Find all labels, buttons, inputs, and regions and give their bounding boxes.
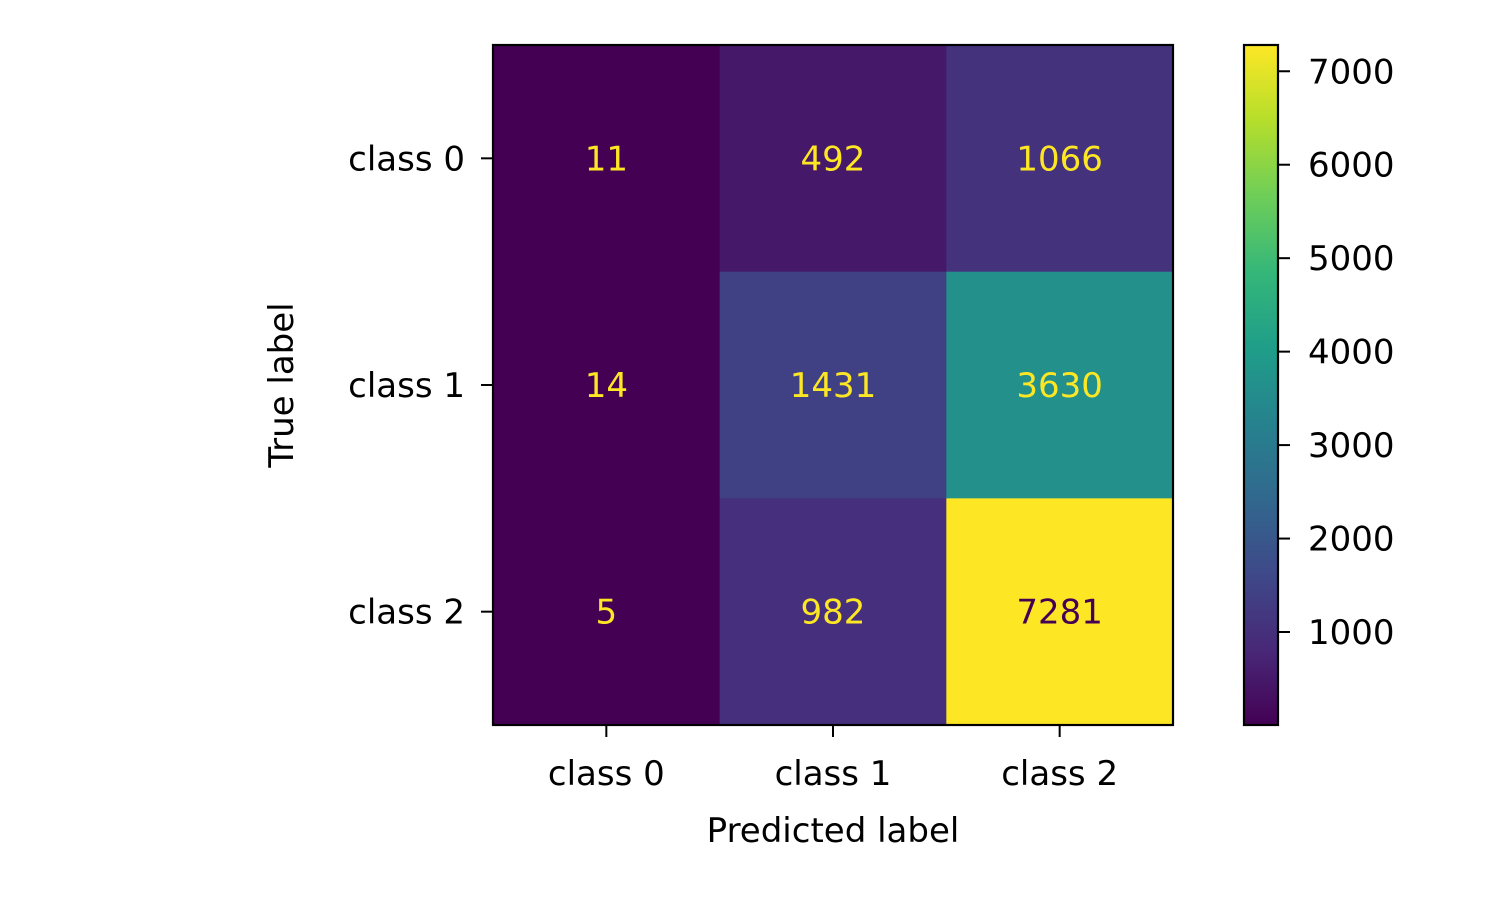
- colorbar-frame: [1242, 43, 1280, 727]
- x-tick-label: class 0: [548, 754, 665, 794]
- cell-value-label: 1431: [790, 366, 877, 406]
- colorbar-axis: 1000 2000 3000 4000 5000 6000 7000: [1278, 52, 1395, 653]
- y-axis: class 0 class 1 class 2: [348, 139, 493, 633]
- y-tick-label: class 0: [348, 139, 465, 179]
- colorbar-tick-label: 1000: [1308, 613, 1395, 653]
- y-tick-label: class 2: [348, 593, 465, 633]
- x-axis: class 0 class 1 class 2: [548, 725, 1118, 794]
- heatmap-cell: [946, 498, 1174, 726]
- colorbar-tick-label: 5000: [1308, 239, 1395, 279]
- x-tick-label: class 1: [775, 754, 892, 794]
- heatmap-cell: [493, 271, 721, 499]
- cell-value-label: 492: [801, 139, 866, 179]
- cell-value-label: 5: [596, 593, 618, 633]
- x-axis-label: Predicted label: [707, 811, 960, 851]
- cell-value-label: 1066: [1016, 139, 1103, 179]
- cell-value-label: 982: [801, 593, 866, 633]
- y-tick-label: class 1: [348, 366, 465, 406]
- y-axis-label: True label: [262, 302, 302, 468]
- colorbar-tick-label: 4000: [1308, 333, 1395, 373]
- heatmap-cell: [719, 498, 947, 726]
- heatmap-cell: [493, 498, 721, 726]
- cell-value-label: 11: [585, 139, 628, 179]
- colorbar-tick-label: 6000: [1308, 146, 1395, 186]
- heatmap-cell: [946, 271, 1174, 499]
- colorbar-tick-label: 7000: [1308, 52, 1395, 92]
- heatmap-cell: [946, 45, 1174, 273]
- x-tick-label: class 2: [1001, 754, 1118, 794]
- colorbar-tick-label: 3000: [1308, 426, 1395, 466]
- heatmap-cell: [719, 271, 947, 499]
- cell-value-label: 14: [585, 366, 628, 406]
- colorbar-tick-label: 2000: [1308, 520, 1395, 560]
- colorbar: [1244, 45, 1278, 725]
- heatmap-cells: 11 492 1066 14 1431 3630 5 982 7281: [493, 45, 1174, 726]
- heatmap-cell: [493, 45, 721, 273]
- heatmap-cell: [719, 45, 947, 273]
- cell-value-label: 7281: [1016, 593, 1103, 633]
- cell-value-label: 3630: [1016, 366, 1103, 406]
